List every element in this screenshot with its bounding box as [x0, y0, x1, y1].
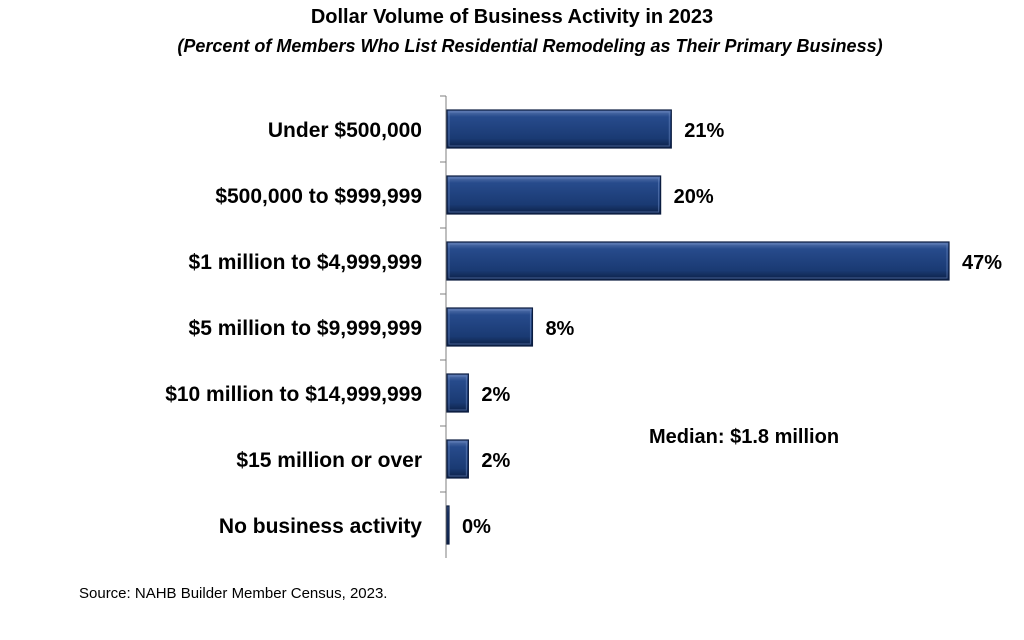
data-label: 2%: [481, 450, 510, 472]
data-label: 8%: [545, 318, 574, 340]
category-label: $1 million to $4,999,999: [189, 251, 422, 274]
category-label: $10 million to $14,999,999: [165, 383, 422, 406]
source-note: Source: NAHB Builder Member Census, 2023…: [79, 585, 388, 602]
bar: [446, 439, 469, 479]
bar-bevel: [448, 177, 660, 213]
category-label: $5 million to $9,999,999: [189, 317, 422, 340]
bar: [446, 505, 450, 545]
bar-bevel: [448, 375, 467, 411]
category-label: $15 million or over: [236, 449, 422, 472]
bar-bevel: [448, 441, 467, 477]
category-label: $500,000 to $999,999: [215, 185, 422, 208]
bar: [446, 307, 534, 347]
data-label: 2%: [481, 384, 510, 406]
median-annotation: Median: $1.8 million: [649, 426, 840, 448]
bar: [446, 109, 672, 149]
bar: [446, 241, 950, 281]
category-label: No business activity: [219, 515, 422, 538]
chart-title: Dollar Volume of Business Activity in 20…: [310, 6, 714, 28]
bar-bevel: [448, 243, 948, 279]
bar-bevel: [448, 309, 531, 345]
data-label: 20%: [674, 186, 714, 208]
data-label: 0%: [462, 516, 491, 538]
chart-subtitle: (Percent of Members Who List Residential…: [177, 36, 883, 56]
bar: [446, 175, 662, 215]
data-label: 47%: [962, 252, 1002, 274]
bar: [446, 373, 469, 413]
data-label: 21%: [684, 120, 724, 142]
category-label: Under $500,000: [268, 119, 422, 142]
bar-bevel: [448, 111, 670, 147]
